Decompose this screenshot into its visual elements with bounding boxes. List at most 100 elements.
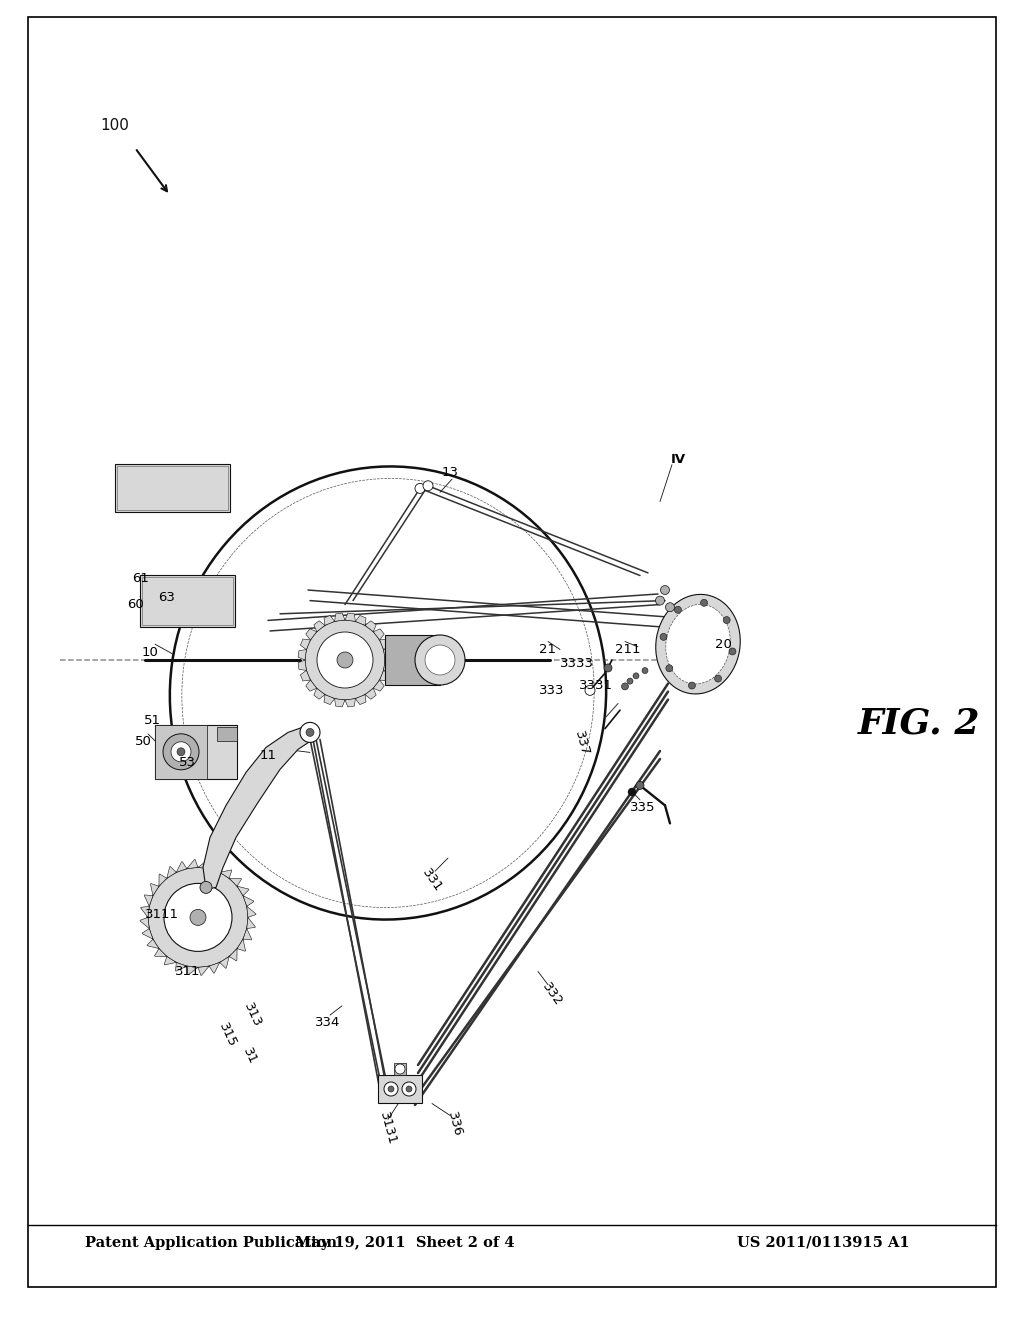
Polygon shape — [300, 671, 310, 681]
Polygon shape — [238, 886, 249, 896]
Ellipse shape — [425, 645, 455, 675]
Text: 3331: 3331 — [579, 678, 613, 692]
Text: 31: 31 — [241, 1045, 259, 1067]
Polygon shape — [140, 917, 150, 928]
Circle shape — [306, 729, 314, 737]
Text: 53: 53 — [178, 756, 196, 770]
Circle shape — [604, 664, 612, 672]
Polygon shape — [198, 861, 209, 869]
Circle shape — [622, 682, 629, 690]
Polygon shape — [306, 628, 316, 640]
Text: 335: 335 — [630, 801, 655, 814]
Text: 334: 334 — [315, 1016, 341, 1030]
Circle shape — [317, 632, 373, 688]
Polygon shape — [229, 949, 238, 961]
Polygon shape — [151, 883, 159, 896]
Text: 100: 100 — [100, 117, 129, 133]
Circle shape — [190, 909, 206, 925]
Text: US 2011/0113915 A1: US 2011/0113915 A1 — [737, 1236, 909, 1250]
Polygon shape — [209, 863, 220, 873]
Circle shape — [675, 606, 681, 614]
Polygon shape — [374, 628, 384, 640]
Text: 3333: 3333 — [560, 657, 594, 671]
Text: 313: 313 — [242, 1001, 264, 1030]
Circle shape — [660, 586, 670, 594]
Circle shape — [655, 597, 665, 605]
Polygon shape — [365, 620, 376, 632]
Polygon shape — [140, 907, 150, 917]
Circle shape — [633, 673, 639, 678]
Circle shape — [163, 734, 199, 770]
Circle shape — [171, 742, 191, 762]
Polygon shape — [155, 949, 167, 957]
Polygon shape — [198, 966, 209, 975]
Polygon shape — [380, 671, 389, 681]
Text: 333: 333 — [540, 684, 565, 697]
Bar — [155, 725, 207, 779]
Circle shape — [402, 1082, 416, 1096]
Text: 63: 63 — [159, 591, 175, 605]
Circle shape — [660, 634, 667, 640]
Polygon shape — [203, 726, 313, 890]
Polygon shape — [186, 859, 198, 869]
Ellipse shape — [666, 605, 730, 684]
Polygon shape — [247, 917, 255, 928]
Circle shape — [628, 788, 636, 796]
Text: 61: 61 — [132, 572, 150, 585]
Polygon shape — [247, 907, 256, 917]
Polygon shape — [243, 896, 254, 907]
Polygon shape — [365, 688, 376, 700]
Polygon shape — [144, 895, 153, 907]
Circle shape — [337, 652, 353, 668]
Circle shape — [148, 867, 248, 968]
Text: 332: 332 — [540, 979, 564, 1008]
Polygon shape — [238, 939, 246, 952]
Ellipse shape — [415, 635, 465, 685]
Circle shape — [423, 480, 433, 491]
Circle shape — [305, 620, 385, 700]
Text: FIG. 2: FIG. 2 — [858, 706, 981, 741]
Circle shape — [636, 781, 644, 789]
Text: 315: 315 — [217, 1020, 240, 1049]
Circle shape — [300, 722, 319, 742]
Text: Patent Application Publication: Patent Application Publication — [85, 1236, 337, 1250]
Circle shape — [406, 1086, 412, 1092]
Circle shape — [729, 648, 736, 655]
Text: IV: IV — [671, 453, 685, 466]
Polygon shape — [159, 874, 167, 886]
Polygon shape — [298, 660, 306, 671]
Polygon shape — [313, 688, 325, 700]
Text: May 19, 2011  Sheet 2 of 4: May 19, 2011 Sheet 2 of 4 — [295, 1236, 515, 1250]
Polygon shape — [220, 870, 231, 878]
Text: 11: 11 — [259, 748, 276, 762]
Circle shape — [177, 748, 185, 756]
Text: 10: 10 — [141, 645, 159, 659]
Polygon shape — [142, 928, 153, 939]
Ellipse shape — [655, 594, 740, 694]
Polygon shape — [335, 698, 345, 708]
Bar — [115, 465, 230, 512]
Bar — [117, 466, 228, 510]
Polygon shape — [324, 615, 335, 626]
Circle shape — [395, 1064, 406, 1074]
Circle shape — [388, 1086, 394, 1092]
Text: 3131: 3131 — [377, 1110, 398, 1147]
Bar — [140, 576, 234, 627]
Text: 21: 21 — [539, 643, 555, 656]
Text: 3111: 3111 — [145, 908, 179, 921]
Polygon shape — [220, 957, 229, 969]
Circle shape — [627, 678, 633, 684]
Circle shape — [666, 603, 675, 611]
Circle shape — [723, 616, 730, 623]
Polygon shape — [345, 612, 355, 622]
Polygon shape — [175, 962, 186, 972]
Circle shape — [688, 682, 695, 689]
Polygon shape — [355, 694, 366, 705]
Text: 211: 211 — [615, 643, 641, 656]
Polygon shape — [167, 866, 176, 878]
Bar — [142, 577, 233, 624]
Polygon shape — [355, 615, 366, 626]
Circle shape — [666, 665, 673, 672]
Circle shape — [642, 668, 648, 673]
Polygon shape — [380, 639, 389, 649]
